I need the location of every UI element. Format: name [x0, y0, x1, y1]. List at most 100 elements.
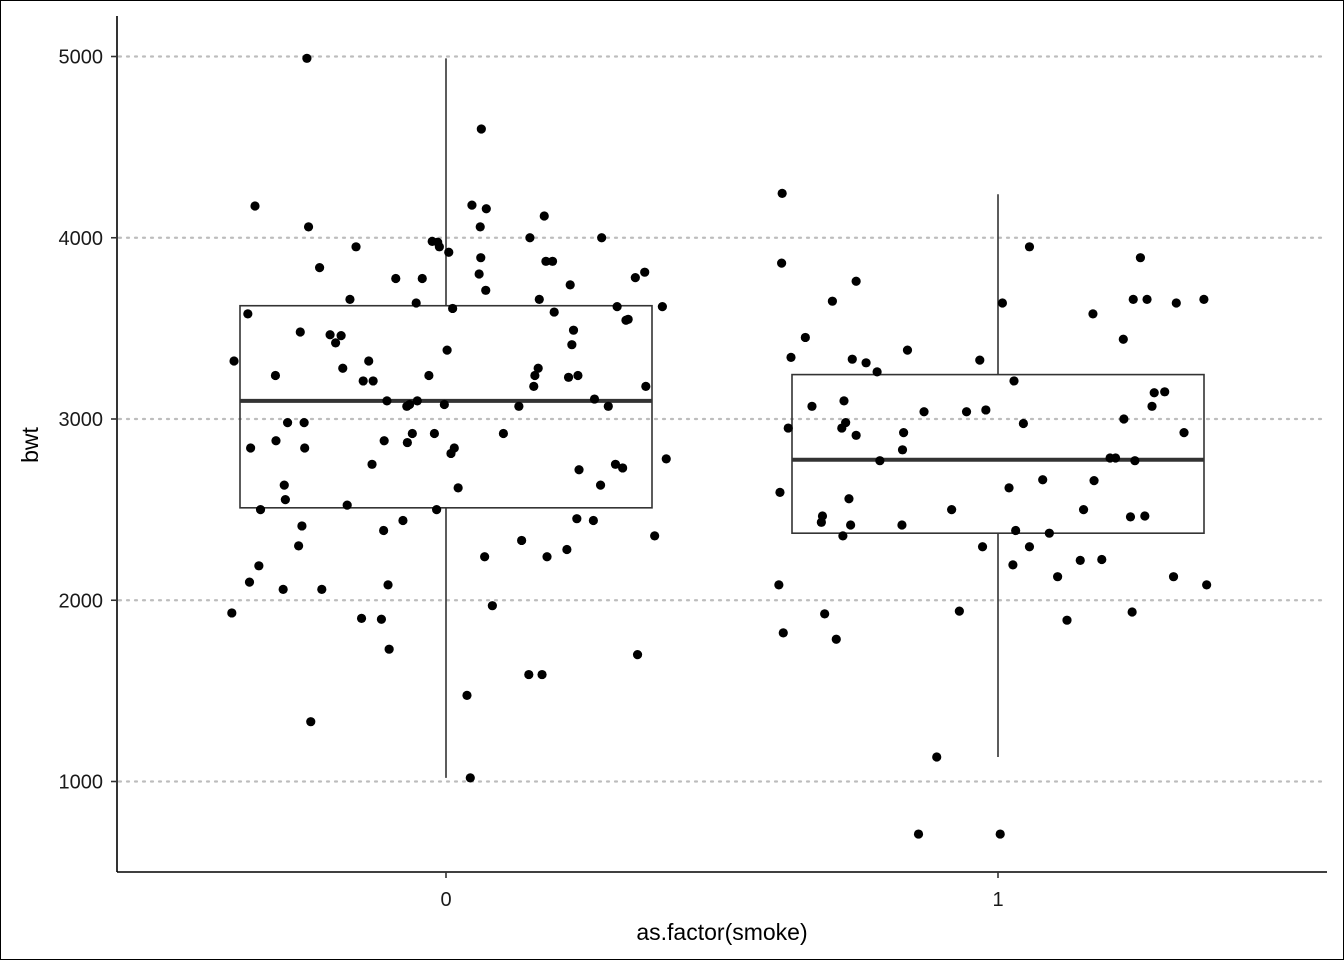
data-point	[846, 520, 856, 530]
data-point	[474, 269, 484, 279]
data-point	[449, 443, 459, 453]
data-point	[244, 577, 255, 587]
data-point	[567, 340, 577, 350]
data-point	[407, 428, 417, 439]
data-point	[453, 483, 463, 493]
data-point	[254, 561, 264, 571]
data-point	[376, 614, 387, 624]
data-point	[774, 580, 784, 590]
gridlines	[117, 55, 1329, 783]
data-point	[342, 500, 352, 510]
data-point	[1118, 334, 1128, 344]
data-point	[442, 345, 452, 355]
data-point	[541, 256, 551, 266]
data-point	[778, 628, 788, 638]
data-point	[345, 294, 355, 304]
data-point	[364, 356, 374, 366]
jitter-points	[227, 53, 1212, 839]
data-point	[1171, 298, 1181, 308]
data-point	[1078, 505, 1089, 515]
data-point	[1135, 253, 1146, 263]
data-point	[610, 459, 621, 469]
data-point	[336, 331, 346, 341]
data-point	[1130, 456, 1140, 466]
data-point	[1179, 427, 1189, 438]
data-point	[847, 354, 857, 364]
data-point	[338, 363, 348, 373]
data-point	[245, 443, 256, 453]
y-ticks: 1000 2000 3000 4000 5000	[59, 47, 117, 794]
data-point	[314, 263, 325, 273]
data-point	[1149, 388, 1159, 398]
data-point	[875, 456, 885, 466]
data-point	[565, 280, 575, 290]
data-point	[475, 222, 485, 232]
data-point	[549, 307, 559, 317]
data-point	[412, 396, 422, 406]
data-point	[1140, 511, 1150, 521]
data-point	[807, 401, 817, 411]
data-point	[851, 430, 861, 440]
data-point	[542, 552, 552, 562]
data-point	[902, 345, 913, 355]
data-point	[800, 332, 810, 343]
data-point	[981, 405, 991, 415]
data-point	[568, 325, 579, 335]
data-point	[563, 372, 574, 382]
x-tick-label: 0	[440, 889, 451, 911]
data-point	[368, 376, 378, 386]
data-point	[1128, 294, 1138, 304]
data-point	[1089, 476, 1099, 486]
data-point	[1142, 294, 1152, 304]
data-point	[280, 495, 290, 505]
data-point	[572, 514, 582, 524]
data-point	[995, 829, 1005, 839]
data-point	[229, 356, 239, 366]
data-point	[872, 367, 882, 377]
data-point	[562, 544, 572, 555]
data-point	[391, 273, 401, 284]
data-point	[777, 188, 787, 198]
data-point	[612, 302, 622, 312]
data-point	[434, 242, 444, 252]
box-iqr	[239, 304, 653, 509]
data-point	[932, 752, 942, 762]
y-tick-label: 3000	[59, 409, 104, 431]
data-point	[844, 494, 854, 504]
data-point	[367, 459, 377, 469]
data-point	[820, 609, 830, 619]
data-point	[1053, 572, 1063, 582]
data-point	[444, 247, 454, 257]
data-point	[517, 535, 527, 546]
data-point	[382, 396, 392, 406]
data-point	[597, 233, 607, 243]
data-point	[841, 418, 851, 428]
data-point	[547, 256, 558, 266]
data-point	[448, 303, 458, 314]
data-point	[618, 463, 628, 473]
y-tick-label: 4000	[59, 228, 104, 250]
data-point	[783, 423, 793, 433]
data-point	[1199, 294, 1209, 304]
data-point	[331, 338, 341, 348]
data-point	[897, 520, 907, 530]
data-point	[977, 542, 988, 552]
data-point	[411, 298, 421, 308]
data-point	[351, 242, 361, 252]
data-point	[861, 358, 871, 368]
data-point	[632, 650, 643, 660]
y-axis-title: bwt	[17, 426, 43, 462]
data-point	[661, 454, 671, 464]
data-point	[487, 601, 497, 611]
data-point	[481, 285, 491, 295]
data-point	[777, 258, 787, 268]
data-point	[480, 552, 490, 562]
y-tick-label: 5000	[59, 47, 104, 69]
data-point	[831, 634, 841, 644]
data-point	[297, 521, 307, 531]
data-point	[398, 515, 408, 526]
data-point	[465, 773, 475, 783]
